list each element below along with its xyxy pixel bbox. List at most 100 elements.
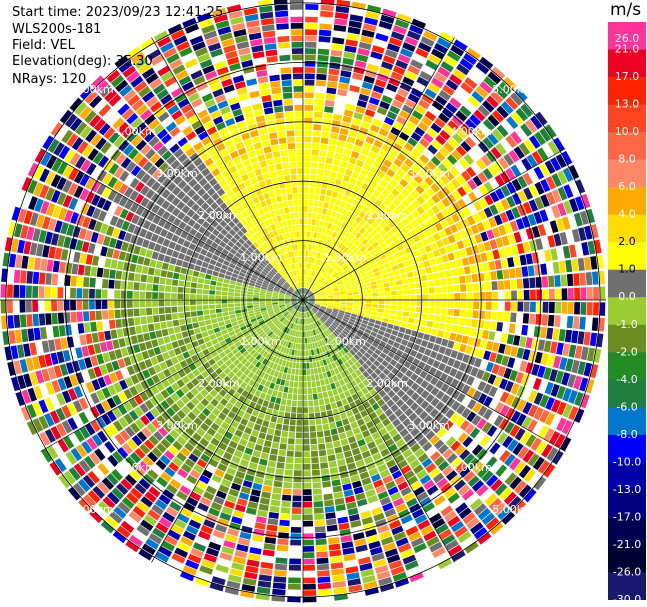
velocity-cell bbox=[136, 217, 146, 227]
velocity-cell bbox=[385, 438, 395, 448]
velocity-cell bbox=[310, 309, 316, 315]
velocity-cell bbox=[234, 265, 242, 272]
velocity-cell bbox=[510, 279, 517, 290]
velocity-cell bbox=[100, 246, 108, 257]
velocity-cell bbox=[185, 317, 192, 324]
velocity-cell bbox=[354, 377, 362, 385]
velocity-cell bbox=[317, 319, 323, 326]
velocity-cell bbox=[182, 351, 191, 359]
velocity-cell bbox=[511, 290, 517, 300]
velocity-cell bbox=[315, 321, 320, 327]
velocity-cell bbox=[279, 366, 285, 373]
velocity-cell bbox=[342, 444, 351, 452]
velocity-cell bbox=[292, 489, 302, 496]
velocity-cell bbox=[192, 41, 206, 52]
velocity-cell bbox=[252, 162, 261, 170]
velocity-cell bbox=[406, 422, 416, 432]
velocity-cell bbox=[506, 116, 519, 130]
velocity-cell bbox=[224, 274, 231, 280]
velocity-cell bbox=[386, 83, 398, 93]
velocity-cell bbox=[95, 289, 102, 299]
velocity-cell bbox=[210, 110, 221, 120]
velocity-cell bbox=[489, 204, 499, 216]
velocity-cell bbox=[225, 117, 236, 127]
velocity-cell bbox=[337, 326, 344, 332]
velocity-cell bbox=[418, 247, 427, 255]
velocity-cell bbox=[274, 106, 284, 113]
velocity-cell bbox=[408, 115, 420, 126]
velocity-cell bbox=[439, 174, 450, 185]
velocity-cell bbox=[147, 241, 156, 251]
velocity-cell bbox=[388, 464, 400, 474]
velocity-cell bbox=[305, 269, 308, 276]
velocity-cell bbox=[274, 222, 280, 230]
velocity-cell bbox=[344, 361, 351, 369]
velocity-cell bbox=[487, 71, 502, 85]
velocity-cell bbox=[371, 402, 380, 411]
velocity-cell bbox=[285, 360, 290, 368]
velocity-cell bbox=[300, 318, 302, 325]
velocity-cell bbox=[236, 221, 244, 230]
velocity-cell bbox=[85, 254, 94, 265]
velocity-cell bbox=[196, 294, 203, 300]
velocity-cell bbox=[216, 359, 225, 367]
velocity-cell bbox=[394, 577, 410, 588]
velocity-cell bbox=[389, 178, 398, 188]
velocity-cell bbox=[285, 293, 292, 297]
velocity-cell bbox=[259, 458, 268, 466]
velocity-cell bbox=[92, 151, 104, 165]
velocity-cell bbox=[73, 251, 81, 263]
velocity-cell bbox=[112, 530, 127, 544]
velocity-cell bbox=[275, 16, 289, 24]
velocity-cell bbox=[270, 223, 276, 231]
velocity-cell bbox=[433, 167, 444, 178]
velocity-cell bbox=[215, 20, 230, 30]
velocity-cell bbox=[363, 75, 375, 84]
velocity-cell bbox=[51, 300, 58, 312]
velocity-cell bbox=[111, 487, 125, 500]
velocity-cell bbox=[121, 220, 130, 231]
velocity-cell bbox=[263, 373, 270, 380]
velocity-cell bbox=[340, 180, 349, 189]
velocity-cell bbox=[275, 273, 281, 279]
velocity-cell bbox=[297, 289, 301, 295]
velocity-cell bbox=[220, 106, 231, 115]
velocity-cell bbox=[292, 394, 298, 401]
velocity-cell bbox=[259, 371, 266, 378]
velocity-cell bbox=[176, 201, 186, 210]
velocity-cell bbox=[174, 265, 182, 273]
velocity-cell bbox=[218, 484, 230, 494]
velocity-cell bbox=[196, 12, 212, 23]
velocity-cell bbox=[460, 292, 467, 300]
velocity-cell bbox=[551, 173, 562, 188]
velocity-cell bbox=[339, 286, 346, 291]
velocity-cell bbox=[415, 241, 424, 249]
velocity-cell bbox=[327, 266, 333, 272]
velocity-cell bbox=[276, 312, 282, 317]
velocity-cell bbox=[287, 272, 292, 279]
velocity-cell bbox=[267, 331, 274, 337]
velocity-cell bbox=[322, 372, 328, 379]
velocity-cell bbox=[51, 158, 63, 172]
velocity-cell bbox=[263, 172, 271, 180]
velocity-cell bbox=[370, 380, 378, 388]
velocity-cell bbox=[324, 505, 335, 513]
velocity-cell bbox=[249, 279, 256, 285]
velocity-cell bbox=[376, 570, 391, 580]
velocity-cell bbox=[419, 474, 432, 485]
velocity-cell bbox=[7, 361, 16, 376]
velocity-cell bbox=[513, 461, 526, 475]
velocity-cell bbox=[26, 404, 37, 419]
velocity-cell bbox=[290, 342, 294, 349]
velocity-cell bbox=[191, 213, 200, 222]
velocity-cell bbox=[271, 442, 280, 449]
velocity-cell bbox=[280, 188, 287, 195]
velocity-cell bbox=[281, 317, 286, 323]
velocity-cell bbox=[358, 374, 366, 382]
velocity-cell bbox=[339, 289, 346, 293]
velocity-cell bbox=[376, 279, 383, 285]
velocity-cell bbox=[529, 277, 536, 289]
velocity-cell bbox=[275, 337, 281, 343]
velocity-cell bbox=[223, 451, 233, 461]
velocity-cell bbox=[270, 499, 281, 507]
